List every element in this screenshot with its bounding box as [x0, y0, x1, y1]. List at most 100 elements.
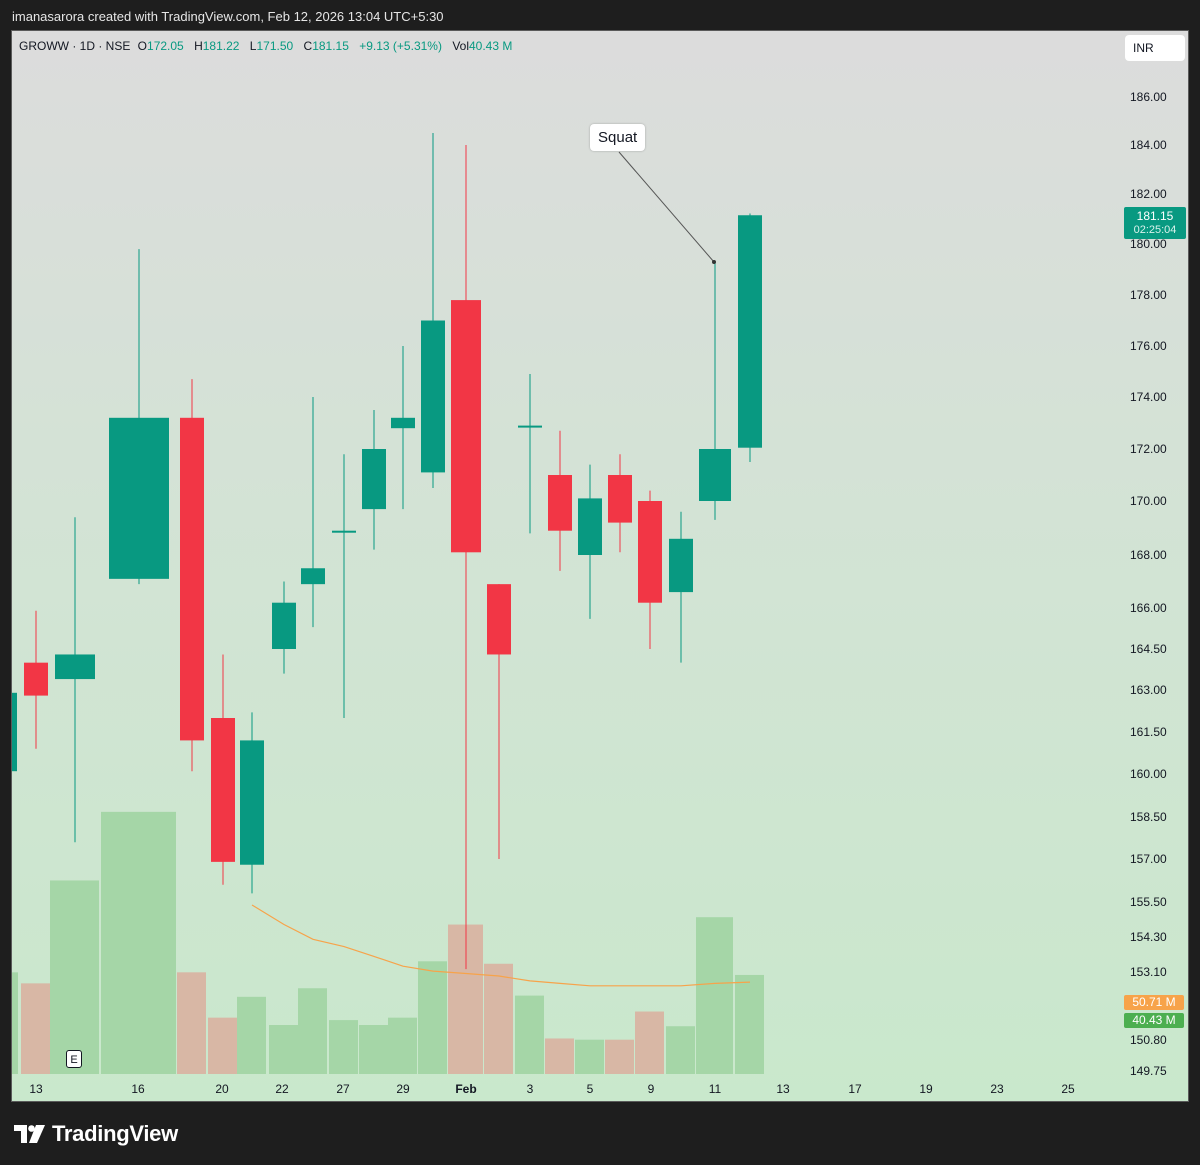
candle-body: [638, 501, 662, 603]
price-tick-label: 150.80: [1130, 1033, 1167, 1047]
volume-bar: [269, 1025, 298, 1074]
volume-bar: [575, 1039, 604, 1074]
price-axis: 186.00 184.00 182.00 180.00 178.00 176.00 174.…: [1130, 90, 1167, 1078]
price-tick-label: 172.00: [1130, 442, 1167, 456]
price-tick-label: 160.00: [1130, 767, 1167, 781]
candle: [391, 346, 415, 510]
candle: [738, 213, 762, 462]
price-tick-label: 155.50: [1130, 895, 1167, 909]
time-tick-label: 25: [1061, 1082, 1075, 1096]
tradingview-logo-icon: [14, 1125, 45, 1143]
volume-bar: [177, 972, 206, 1074]
candle-body: [12, 692, 17, 772]
candle: [487, 584, 511, 859]
time-tick-label: 17: [848, 1082, 862, 1096]
candle-body: [24, 662, 48, 696]
time-axis: 13 16 20 22 27 29 Feb 3 5 9 11 13 17 19 23 25: [29, 1082, 1075, 1096]
price-tick-label: 153.10: [1130, 965, 1167, 979]
candle-body: [608, 475, 632, 523]
candle-body: [109, 417, 169, 579]
squat-annotation[interactable]: Squat: [590, 124, 646, 151]
price-tick-label: 174.00: [1130, 390, 1167, 404]
candle: [608, 454, 632, 553]
change-value: +9.13 (+5.31%): [359, 39, 442, 53]
candle-body: [738, 215, 762, 448]
candle: [362, 410, 386, 550]
bar-countdown: 02:25:04: [1133, 224, 1177, 236]
volume-bar: [735, 974, 764, 1074]
volume-bar: [21, 983, 50, 1074]
candle-body: [548, 475, 572, 531]
price-tick-label: 182.00: [1130, 187, 1167, 201]
volume-bar: [101, 811, 176, 1074]
candle: [638, 490, 662, 649]
candle: [211, 654, 235, 885]
candle-body: [518, 425, 542, 428]
price-tick-label: 168.00: [1130, 548, 1167, 562]
candle: [421, 133, 445, 488]
volume-bar: [666, 1026, 695, 1074]
price-tick-label: 163.00: [1130, 683, 1167, 697]
candle: [578, 464, 602, 619]
candle-body: [301, 568, 325, 585]
last-price: 181.15: [1136, 209, 1174, 223]
candle-body: [272, 602, 296, 649]
time-tick-label: 20: [215, 1082, 229, 1096]
price-tick-label: 176.00: [1130, 339, 1167, 353]
symbol-info[interactable]: GROWW · 1D · NSE: [19, 39, 131, 53]
candle: [55, 517, 95, 843]
volume-bar: [388, 1017, 417, 1074]
candle-body: [578, 498, 602, 555]
candle: [180, 379, 204, 772]
candle: [12, 692, 17, 772]
volume-bar: [484, 963, 513, 1074]
volume-bar: [545, 1038, 574, 1074]
volume-bar: [418, 961, 447, 1074]
volume-bar: [635, 1011, 664, 1074]
candle: [451, 145, 481, 970]
time-tick-label: 11: [709, 1082, 722, 1096]
candle-body: [487, 584, 511, 655]
candle: [109, 249, 169, 585]
open-value: 172.05: [147, 39, 184, 53]
time-tick-label: 5: [587, 1082, 594, 1096]
price-tick-label: 180.00: [1130, 237, 1167, 251]
time-tick-label: 27: [336, 1082, 350, 1096]
high-value: 181.22: [202, 39, 240, 53]
brand-name: TradingView: [52, 1121, 178, 1146]
currency-button[interactable]: INR: [1125, 35, 1185, 61]
time-tick-label: Feb: [455, 1082, 476, 1096]
high-label: H: [194, 39, 203, 53]
candle-body: [421, 320, 445, 473]
symbol-legend: GROWW · 1D · NSE O172.05 H181.22 L171.50…: [19, 39, 519, 53]
close-label: C: [303, 39, 313, 53]
volume-bar: [329, 1020, 358, 1074]
open-label: O: [137, 39, 148, 53]
volume-bar: [50, 880, 99, 1074]
time-tick-label: 3: [527, 1082, 534, 1096]
candle: [24, 610, 48, 749]
volume-current-badge: 40.43 M: [1124, 1013, 1184, 1028]
candle-body: [391, 417, 415, 429]
volume-bar: [359, 1025, 388, 1074]
volume-bar: [605, 1039, 634, 1074]
volume-bar: [237, 996, 266, 1074]
time-tick-label: 13: [29, 1082, 43, 1096]
earnings-marker[interactable]: E: [66, 1050, 82, 1068]
candle: [669, 511, 693, 663]
chart-area[interactable]: 186.00 184.00 182.00 180.00 178.00 176.00 174.…: [11, 30, 1189, 1102]
tradingview-logo[interactable]: TradingView: [14, 1121, 178, 1147]
volume-ma-badge: 50.71 M: [1124, 995, 1184, 1010]
price-tick-label: 166.00: [1130, 601, 1167, 615]
last-price-badge: 181.15 02:25:04: [1124, 207, 1186, 239]
time-tick-label: 13: [776, 1082, 790, 1096]
candle: [272, 581, 296, 674]
volume-layer: [12, 811, 764, 1074]
price-tick-label: 184.00: [1130, 138, 1167, 152]
price-tick-label: 186.00: [1130, 90, 1167, 104]
chart-canvas[interactable]: 186.00 184.00 182.00 180.00 178.00 176.00 174.…: [12, 31, 1188, 1101]
candle-body: [180, 417, 204, 741]
low-label: L: [249, 39, 257, 53]
candle: [301, 397, 325, 628]
volume-bar: [208, 1017, 237, 1074]
